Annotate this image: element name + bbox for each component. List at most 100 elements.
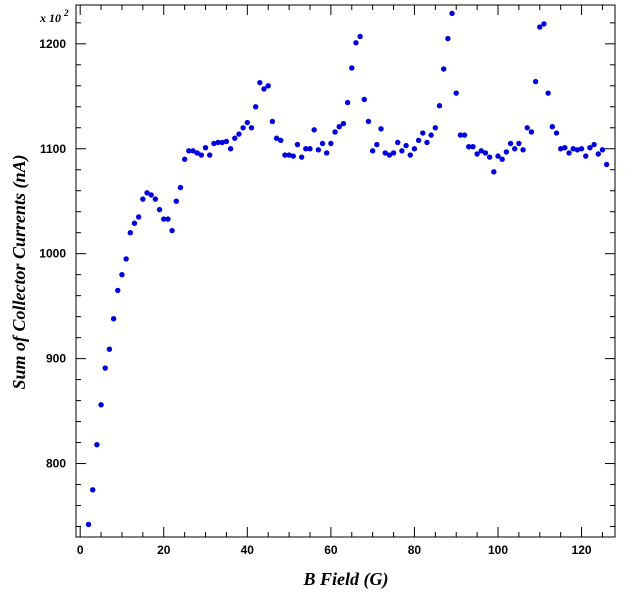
data-point — [411, 146, 418, 152]
data-point — [507, 140, 514, 147]
data-point — [599, 147, 606, 153]
data-point — [144, 190, 150, 196]
y-axis-title: Sum of Collector Currents (nA) — [9, 154, 30, 389]
data-point — [315, 147, 322, 153]
data-point — [486, 154, 493, 160]
data-point — [399, 148, 405, 154]
data-point — [461, 132, 468, 138]
data-point — [424, 139, 430, 146]
data-point — [445, 35, 451, 42]
data-point — [532, 78, 539, 85]
data-point — [273, 135, 280, 141]
data-point — [503, 149, 510, 155]
data-point — [198, 152, 205, 158]
data-point — [361, 96, 368, 103]
data-point — [549, 124, 556, 130]
data-point — [282, 152, 288, 158]
data-point — [294, 141, 301, 148]
data-point — [94, 441, 100, 448]
data-point — [106, 346, 113, 352]
data-point — [127, 230, 134, 236]
data-point — [374, 141, 380, 148]
data-point — [307, 146, 313, 152]
data-point — [140, 196, 146, 202]
data-point — [286, 152, 292, 158]
data-point — [148, 192, 154, 198]
data-point — [202, 145, 209, 151]
y-tick-label: 800 — [46, 457, 66, 471]
data-point — [474, 151, 480, 157]
data-point — [583, 153, 589, 159]
data-point — [319, 140, 326, 147]
data-point — [340, 120, 347, 127]
data-point — [491, 169, 497, 175]
data-point — [152, 196, 159, 202]
data-point — [236, 131, 242, 137]
data-point — [323, 150, 330, 156]
data-point — [290, 153, 296, 159]
data-point — [161, 216, 167, 222]
data-point — [499, 156, 505, 162]
x-tick-label: 0 — [77, 543, 84, 557]
data-point — [403, 142, 409, 149]
data-point — [574, 147, 581, 153]
data-point — [303, 146, 309, 152]
data-point — [457, 132, 464, 138]
y-multiplier-base: x 10 — [39, 11, 61, 25]
data-point — [512, 146, 518, 152]
data-point — [261, 86, 267, 92]
data-point — [190, 148, 196, 154]
data-point — [482, 150, 489, 156]
data-point — [436, 103, 443, 109]
data-point — [248, 125, 255, 131]
data-point — [591, 141, 597, 148]
data-point — [369, 148, 376, 154]
data-point — [252, 104, 259, 110]
data-point — [336, 124, 342, 130]
data-point — [177, 184, 184, 191]
y-tick-label: 900 — [46, 352, 66, 366]
data-point — [378, 126, 384, 132]
data-point — [449, 10, 455, 17]
data-point — [570, 146, 576, 152]
data-point — [240, 125, 246, 131]
data-point — [562, 145, 568, 151]
y-tick-label: 1100 — [40, 142, 66, 156]
x-tick-label: 40 — [241, 543, 255, 557]
data-point — [90, 487, 96, 493]
x-tick-label: 80 — [408, 543, 422, 557]
y-multiplier-exponent: 2 — [63, 8, 69, 18]
data-point — [415, 137, 422, 144]
data-point — [110, 316, 117, 322]
data-point — [495, 153, 501, 159]
y-multiplier-label: x 10 2 — [39, 8, 69, 25]
data-points — [85, 10, 610, 528]
data-point — [265, 83, 271, 89]
data-point — [357, 33, 363, 40]
data-point — [181, 156, 188, 162]
data-point — [123, 256, 129, 262]
data-point — [332, 129, 338, 135]
y-tick-label: 1000 — [39, 247, 66, 261]
data-point — [566, 150, 572, 156]
data-point — [135, 214, 142, 220]
data-point — [353, 40, 359, 46]
y-tick-label: 1200 — [39, 37, 66, 51]
data-point — [587, 145, 593, 151]
data-point — [298, 154, 305, 160]
data-point — [528, 129, 535, 135]
data-point — [278, 137, 284, 144]
data-point — [344, 99, 351, 106]
data-point — [553, 130, 560, 136]
data-point — [428, 132, 434, 138]
data-point — [578, 146, 585, 152]
data-point — [470, 143, 476, 150]
data-point — [207, 152, 213, 158]
data-point — [453, 90, 459, 96]
data-point — [186, 148, 192, 154]
data-point — [349, 65, 355, 71]
data-point — [478, 148, 484, 154]
data-point — [432, 125, 439, 131]
data-point — [215, 139, 221, 146]
